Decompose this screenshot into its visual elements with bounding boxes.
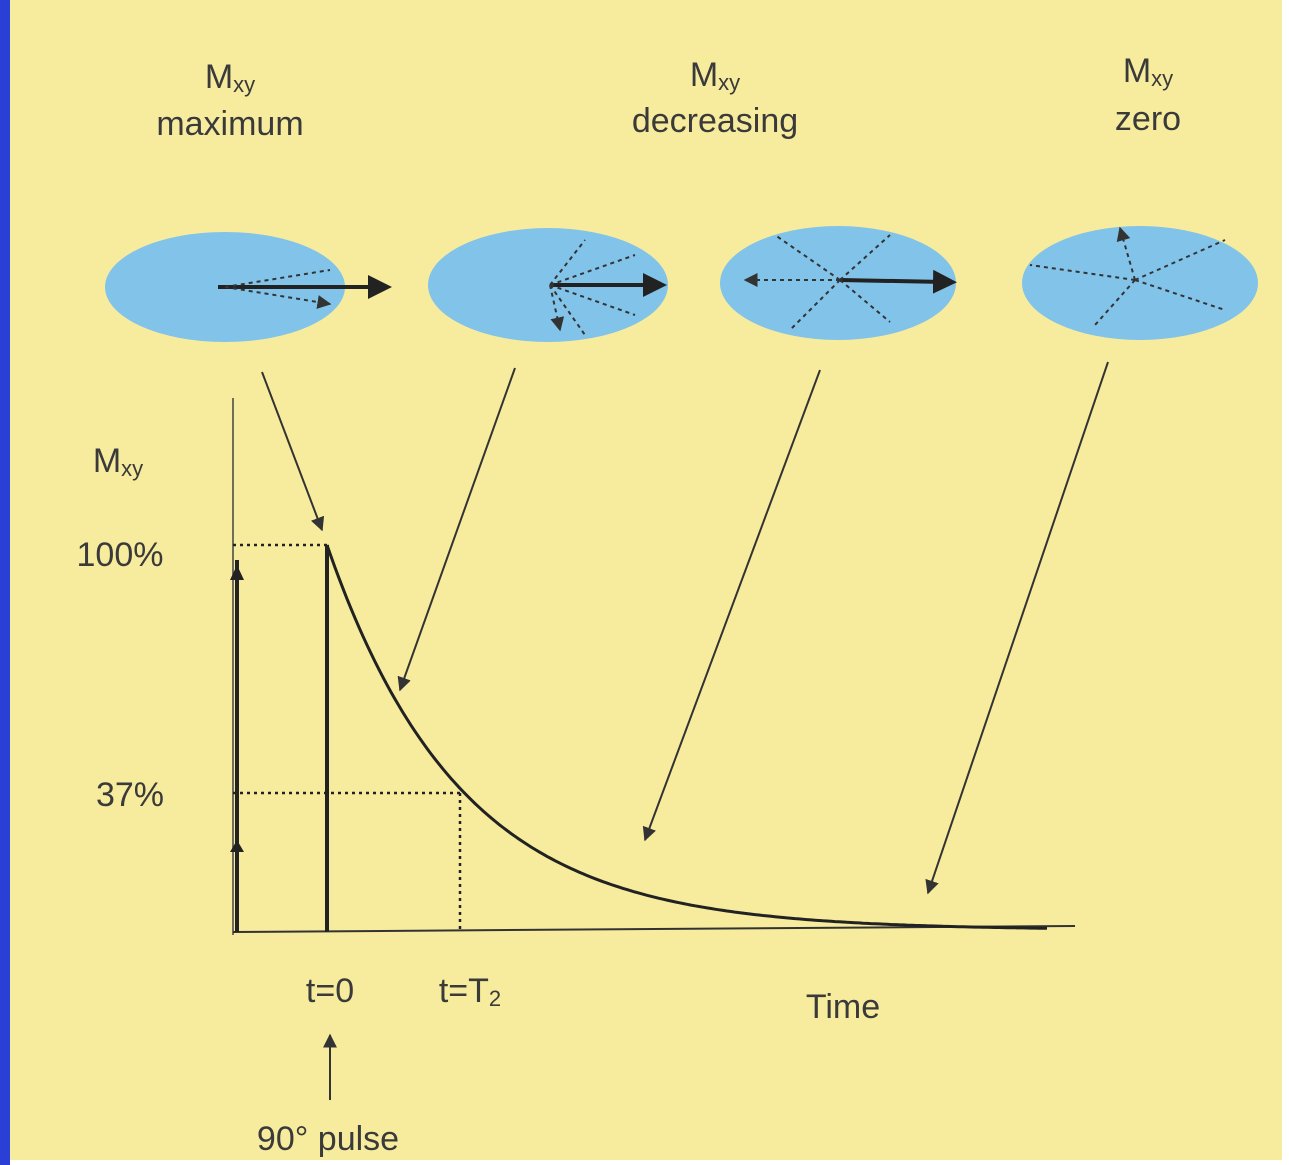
level-label: 37%: [96, 776, 164, 814]
background: [10, 0, 1282, 1160]
diagram: Mxy maximum Mxy decreasing Mxy zero Mxy …: [0, 0, 1289, 1165]
spin-disc: [428, 228, 668, 342]
spin-disc: [1022, 226, 1258, 340]
left-border: [0, 0, 10, 1165]
x-axis-label: Time: [806, 988, 880, 1026]
state-label: zero: [1115, 100, 1181, 138]
pulse-label: 90° pulse: [257, 1120, 399, 1158]
state-label: decreasing: [632, 102, 798, 140]
time-label: t=0: [306, 972, 354, 1010]
level-label: 100%: [77, 536, 164, 574]
state-label: maximum: [156, 105, 303, 143]
spin-disc: [720, 226, 956, 340]
